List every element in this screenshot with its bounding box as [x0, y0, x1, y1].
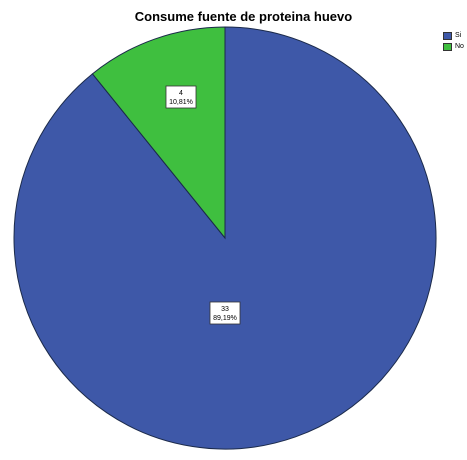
legend: Si No [443, 31, 464, 53]
pie-slice-no [91, 26, 226, 240]
legend-item-si: Si [443, 31, 464, 41]
data-label-percent-si: 89,19% [213, 315, 237, 322]
data-label-si: 33 89,19% [209, 301, 241, 325]
legend-item-no: No [443, 42, 464, 52]
data-label-percent-no: 10,81% [169, 99, 193, 106]
data-label-no: 4 10,81% [165, 85, 197, 109]
chart-title: Consume fuente de proteina huevo [134, 9, 353, 24]
data-label-count-no: 4 [179, 90, 183, 97]
legend-swatch-si [443, 32, 452, 40]
legend-label-si: Si [455, 32, 462, 39]
legend-label-no: No [455, 43, 464, 50]
data-label-count-si: 33 [221, 306, 229, 313]
legend-swatch-no [443, 43, 452, 51]
